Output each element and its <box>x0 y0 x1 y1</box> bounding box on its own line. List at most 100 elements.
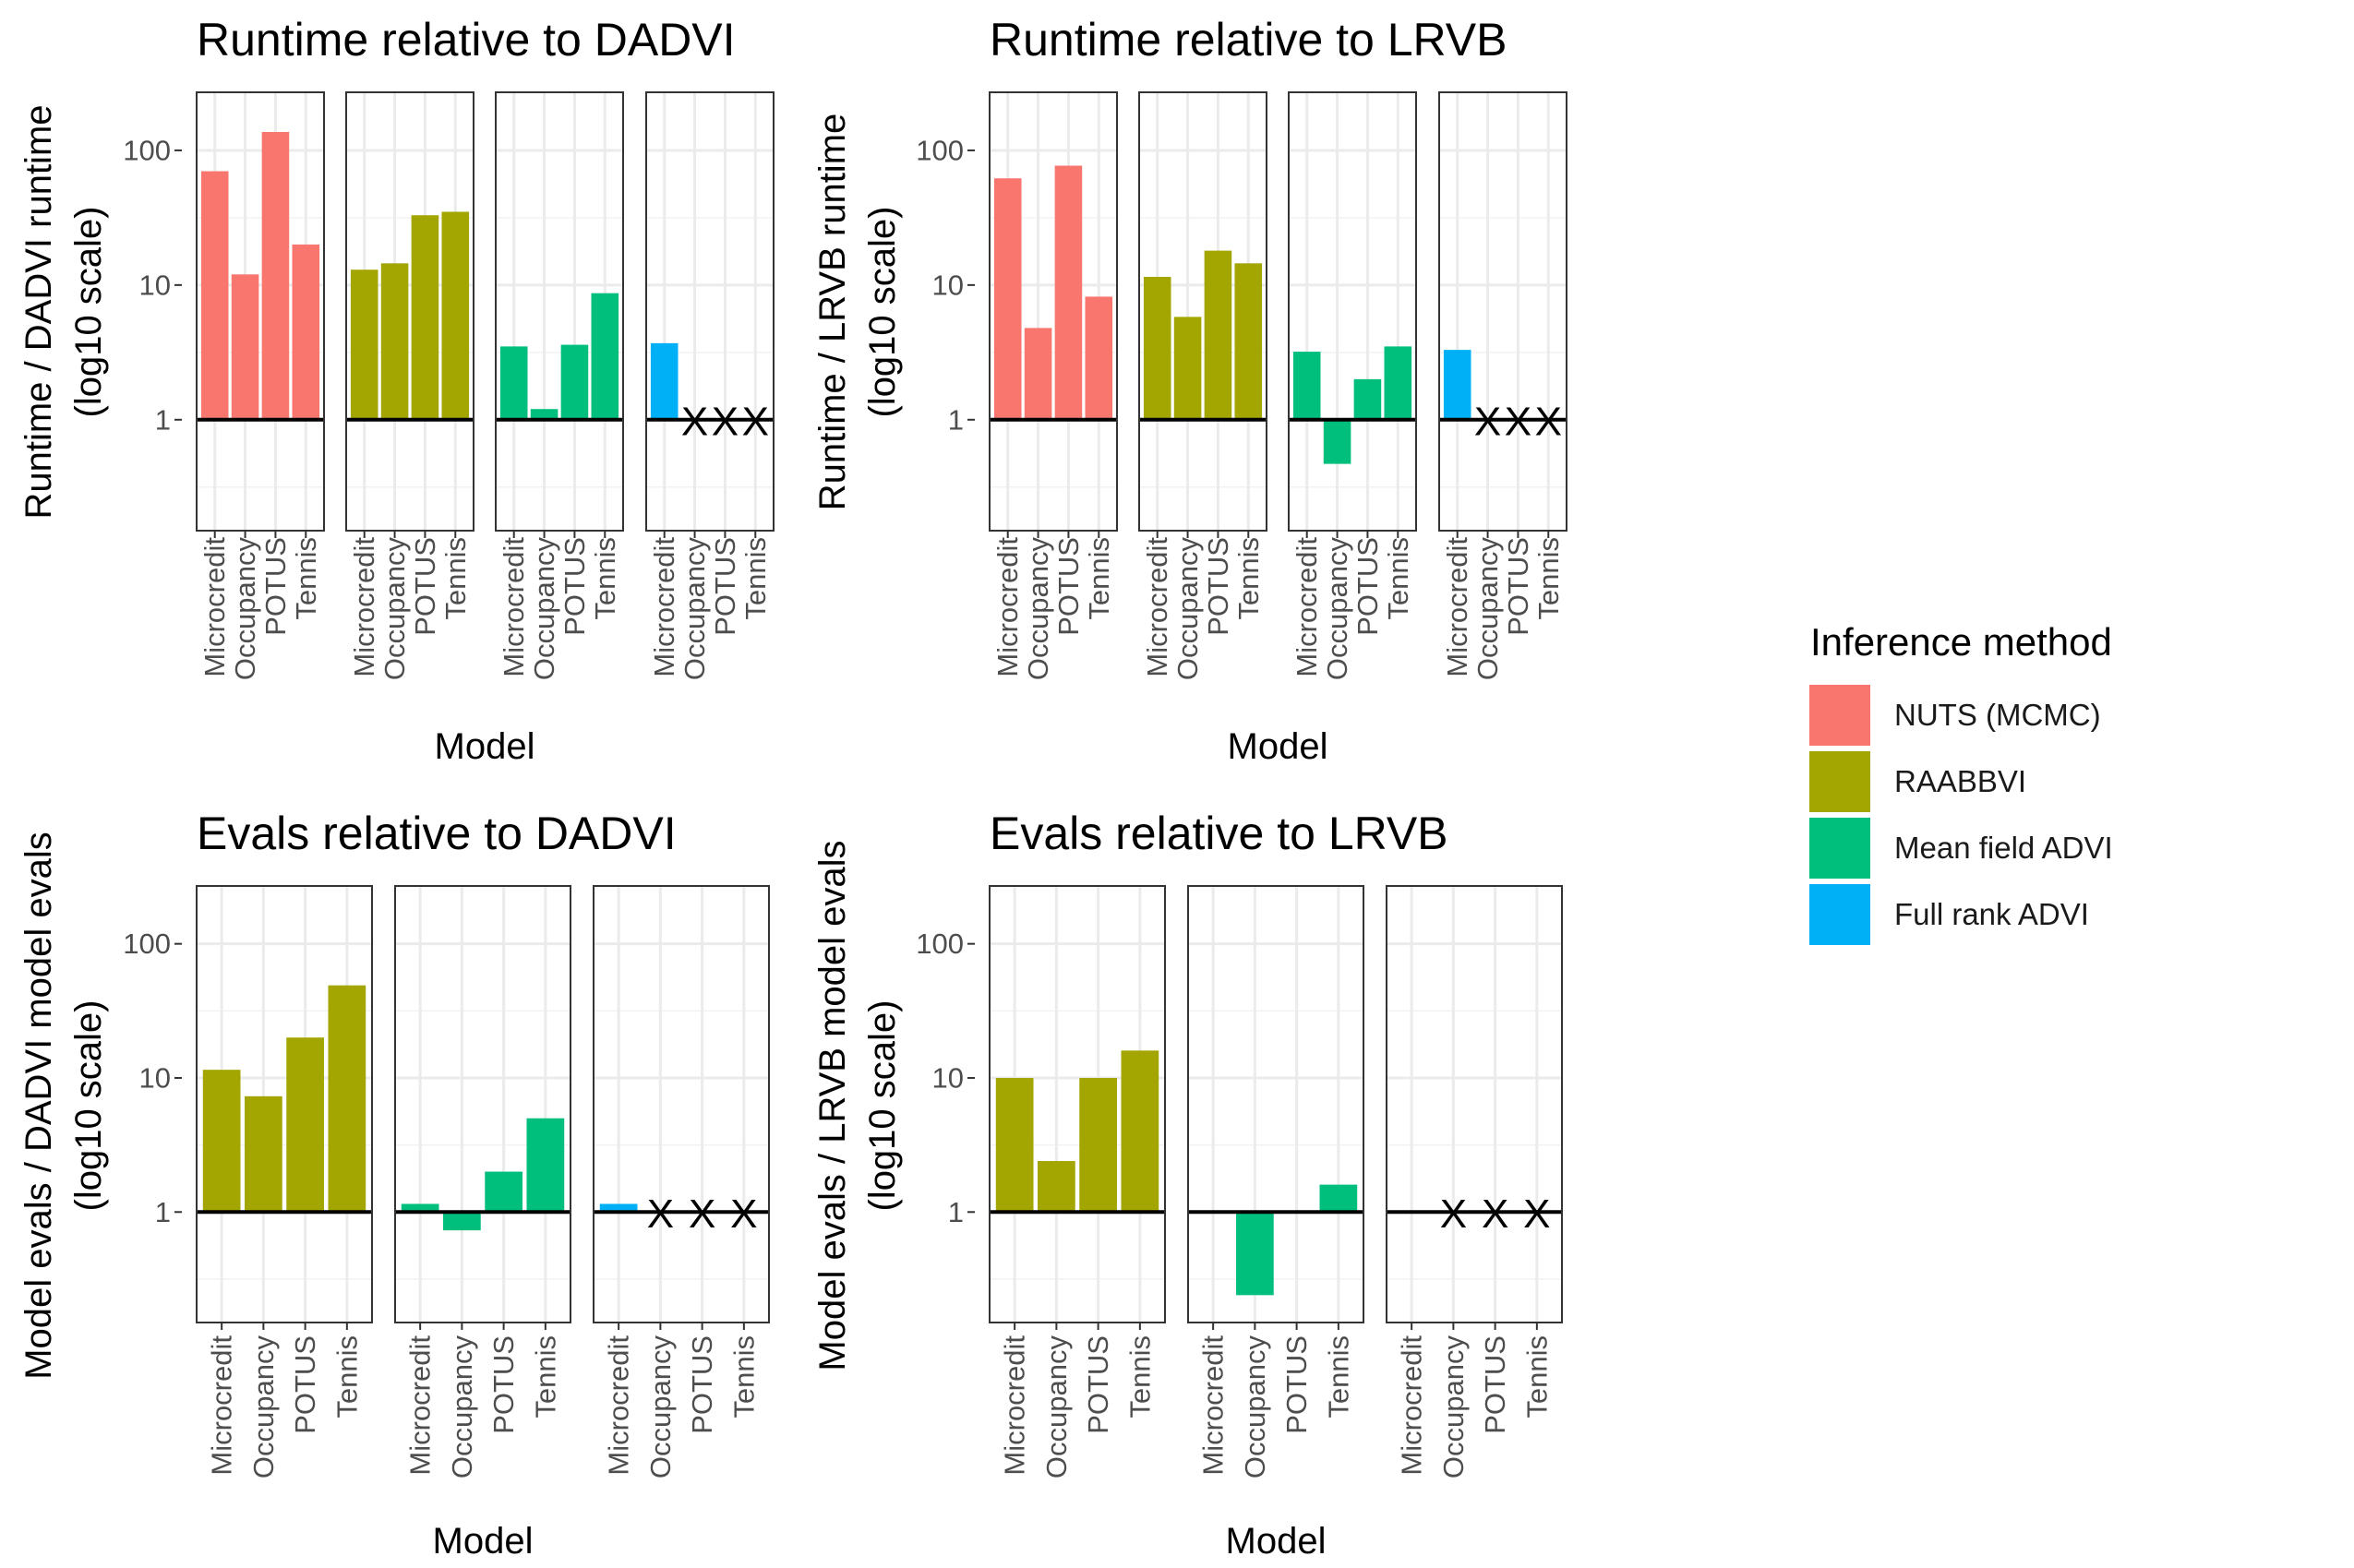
missing-marker-tennis: X <box>730 1191 757 1237</box>
bar-raabbvi-occupancy <box>1038 1161 1075 1213</box>
x-tick-label-occupancy: Occupancy <box>1239 1335 1271 1479</box>
missing-marker-potus: X <box>1505 399 1531 444</box>
x-tick-label-microcredit: Microcredit <box>1441 537 1473 677</box>
panel-background <box>1439 92 1567 531</box>
panel-border <box>1138 91 1267 532</box>
panel-border <box>989 885 1166 1323</box>
y-axis-title: (log10 scale) <box>68 206 109 417</box>
bar-raabbvi-potus <box>1079 1077 1117 1213</box>
bar-nuts-mcmc-potus <box>261 131 290 420</box>
x-tick-label-potus: POTUS <box>1082 1335 1114 1434</box>
chart-title: Evals relative to DADVI <box>197 808 677 859</box>
legend-swatch-raabbvi <box>1809 751 1870 812</box>
chart-evals-relative-to-dadvi: Evals relative to DADVI Model evals / DAD… <box>18 808 770 1562</box>
x-tick-label-microcredit: Microcredit <box>603 1335 635 1476</box>
x-tick-label-occupancy: Occupancy <box>1321 537 1353 681</box>
y-tick-label: 1 <box>948 1196 964 1228</box>
legend-swatch-full-rank-advi <box>1809 884 1870 945</box>
x-tick-label-microcredit: Microcredit <box>1197 1335 1230 1476</box>
bar-raabbvi-tennis <box>1121 1050 1159 1213</box>
legend-item-nuts: NUTS (MCMC) <box>1809 685 2308 746</box>
x-axis-title: Model <box>1226 1521 1327 1562</box>
x-tick-label-occupancy: Occupancy <box>679 537 711 681</box>
x-tick-label-potus: POTUS <box>259 537 292 636</box>
y-tick-label: 100 <box>916 928 964 960</box>
bar-nuts-mcmc-occupancy <box>1024 328 1052 420</box>
bar-full-rank-advi-microcredit <box>599 1203 638 1213</box>
missing-marker-occupancy: X <box>681 399 708 444</box>
bar-raabbvi-occupancy <box>380 263 409 420</box>
bar-raabbvi-tennis <box>441 211 470 420</box>
legend-label-raabbvi: RAABBVI <box>1894 764 2027 798</box>
x-tick-label-potus: POTUS <box>1479 1335 1511 1434</box>
bar-mean-field-advi-tennis <box>591 293 619 420</box>
y-axis-title: Model evals / LRVB model evals <box>812 840 853 1371</box>
x-tick-label-tennis: Tennis <box>529 1335 561 1418</box>
x-tick-label-microcredit: Microcredit <box>1291 537 1323 677</box>
bar-mean-field-advi-potus <box>1353 378 1382 420</box>
missing-marker-occupancy: X <box>1474 399 1501 444</box>
x-tick-label-tennis: Tennis <box>1532 537 1565 620</box>
bar-nuts-mcmc-potus <box>1054 165 1083 420</box>
chart-evals-relative-to-lrvb: Evals relative to LRVB Model evals / LRVB… <box>812 808 1563 1562</box>
bar-full-rank-advi-microcredit <box>1443 350 1471 420</box>
y-axis-title: (log10 scale) <box>862 206 903 417</box>
bar-raabbvi-occupancy <box>245 1095 282 1213</box>
x-tick-label-occupancy: Occupancy <box>1040 1335 1073 1479</box>
bar-mean-field-advi-potus <box>485 1171 522 1213</box>
x-axis-title: Model <box>1228 726 1328 767</box>
x-tick-label-occupancy: Occupancy <box>1171 537 1204 681</box>
y-tick-label: 10 <box>932 1061 964 1094</box>
y-tick-label: 10 <box>932 269 964 301</box>
legend-label-full-rank-advi: Full rank ADVI <box>1894 897 2089 931</box>
panel-background <box>1188 886 1363 1323</box>
legend-title: Inference method <box>1810 620 2112 664</box>
missing-marker-potus: X <box>712 399 739 444</box>
bar-raabbvi-microcredit <box>202 1070 241 1213</box>
x-tick-label-occupancy: Occupancy <box>378 537 411 681</box>
x-tick-label-potus: POTUS <box>1351 537 1384 636</box>
legend-label-mean-field-advi: Mean field ADVI <box>1894 831 2113 865</box>
chart-runtime-relative-to-dadvi: Runtime relative to DADVI Runtime / DADVI… <box>18 14 775 767</box>
x-tick-label-microcredit: Microcredit <box>404 1335 437 1476</box>
bar-mean-field-advi-occupancy <box>530 409 558 420</box>
y-tick-label: 100 <box>916 134 964 166</box>
panel-background <box>646 92 774 531</box>
bar-nuts-mcmc-microcredit <box>200 171 229 420</box>
panel-border <box>989 91 1118 532</box>
bar-raabbvi-tennis <box>1234 263 1263 420</box>
bar-raabbvi-potus <box>286 1037 324 1213</box>
x-tick-label-microcredit: Microcredit <box>498 537 530 677</box>
bar-mean-field-advi-tennis <box>1319 1184 1358 1213</box>
panel-background <box>594 886 769 1323</box>
x-tick-label-tennis: Tennis <box>1083 537 1115 620</box>
bar-raabbvi-microcredit <box>350 269 378 420</box>
chart-title: Runtime relative to LRVB <box>990 14 1507 66</box>
panel-border <box>593 885 770 1323</box>
x-tick-label-potus: POTUS <box>409 537 441 636</box>
y-tick-label: 100 <box>123 928 171 960</box>
bar-mean-field-advi-occupancy <box>1323 419 1351 464</box>
x-tick-label-tennis: Tennis <box>330 1335 363 1418</box>
missing-marker-tennis: X <box>1535 399 1562 444</box>
panel-border <box>196 91 325 532</box>
x-tick-label-potus: POTUS <box>1202 537 1234 636</box>
x-tick-label-tennis: Tennis <box>290 537 322 620</box>
legend-swatch-mean-field-advi <box>1809 818 1870 879</box>
bar-mean-field-advi-tennis <box>526 1118 565 1213</box>
x-tick-label-microcredit: Microcredit <box>648 537 680 677</box>
bar-nuts-mcmc-microcredit <box>993 178 1022 420</box>
bar-mean-field-advi-potus <box>560 344 589 420</box>
missing-marker-potus: X <box>689 1191 715 1237</box>
bar-raabbvi-tennis <box>328 985 366 1213</box>
x-tick-label-potus: POTUS <box>1280 1335 1313 1434</box>
missing-marker-tennis: X <box>742 399 769 444</box>
legend: Inference method NUTS (MCMC) RAABBVI Mea… <box>1809 620 2308 951</box>
x-tick-label-tennis: Tennis <box>1382 537 1414 620</box>
